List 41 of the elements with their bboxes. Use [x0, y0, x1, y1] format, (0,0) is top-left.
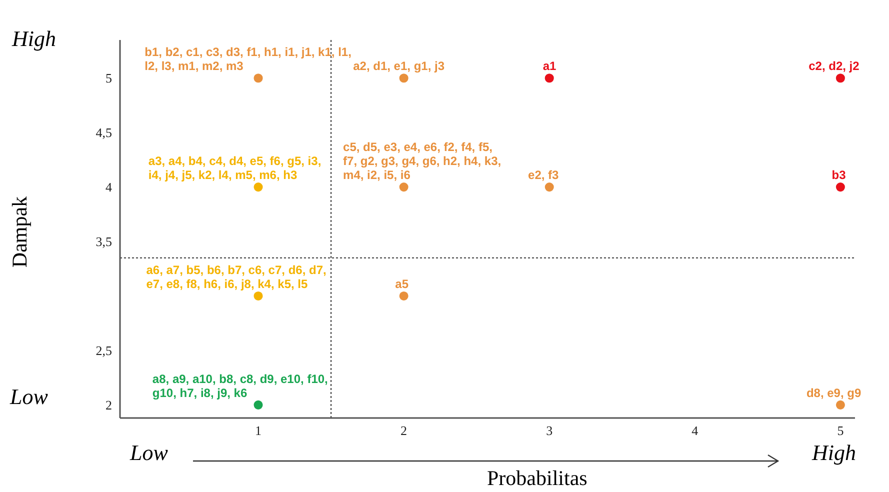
x-axis-title: Probabilitas [487, 466, 588, 491]
x-tick-label: 2 [400, 423, 408, 438]
text: High [812, 440, 856, 466]
point [254, 74, 263, 83]
text: High [12, 26, 56, 52]
data-label: d8, e9, g9 [806, 386, 862, 400]
y-tick-label: 2,5 [96, 343, 112, 358]
data-label: a1 [542, 59, 557, 74]
x-tick-label: 4 [692, 423, 699, 438]
point [836, 182, 845, 192]
y-axis-title: Dampak [8, 196, 32, 268]
point [254, 291, 263, 300]
y-tick-label: 5 [106, 70, 112, 86]
data-label: a3, a4, b4, c4, d4, e5, f6, g5, i3, i4, j4, j5, k2, l4, m5, m6, h3 [148, 154, 322, 182]
data-label: e2, f3 [528, 168, 560, 182]
y-tick-label: 4 [106, 180, 112, 195]
point [836, 400, 845, 410]
data-label: b1, b2, c1, c3, d3, f1, h1, i1, j1, k1, l1, l2, l3, m1, m2, m3 [144, 45, 352, 74]
point [399, 182, 408, 192]
data-label: a2, d1, e1, g1, j3 [353, 59, 445, 74]
text: Low [10, 384, 48, 410]
point [544, 182, 554, 192]
data-label: a5 [395, 276, 409, 291]
x-tick-label: 1 [255, 423, 262, 438]
x-tick-label: 5 [837, 423, 844, 438]
text: Low [130, 440, 168, 466]
y-tick-label: 2 [106, 398, 112, 413]
x-tick-label: 3 [546, 423, 553, 438]
point [544, 74, 554, 83]
data-label: c2, d2, j2 [808, 59, 860, 74]
point [254, 400, 263, 410]
data-label: a6, a7, b5, b6, b7, c6, c7, d6, d7, e7, e8, f8, h6, i6, j8, k4, k5, l5 [146, 262, 326, 291]
point [399, 74, 408, 83]
y-tick-label: 3,5 [96, 234, 112, 250]
data-label: b3 [832, 168, 846, 182]
point [254, 182, 263, 192]
y-tick-label: 4,5 [96, 125, 112, 140]
point [399, 291, 408, 300]
data-label: c5, d5, e3, e4, e6, f2, f4, f5, f7, g2, g3, g4, g6, h2, h4, k3, m4, i2, i5, i6 [343, 140, 502, 182]
point [836, 74, 845, 83]
data-label: a8, a9, a10, b8, c8, d9, e10, f10, g10, h7, i8, j9, k6 [152, 372, 328, 400]
